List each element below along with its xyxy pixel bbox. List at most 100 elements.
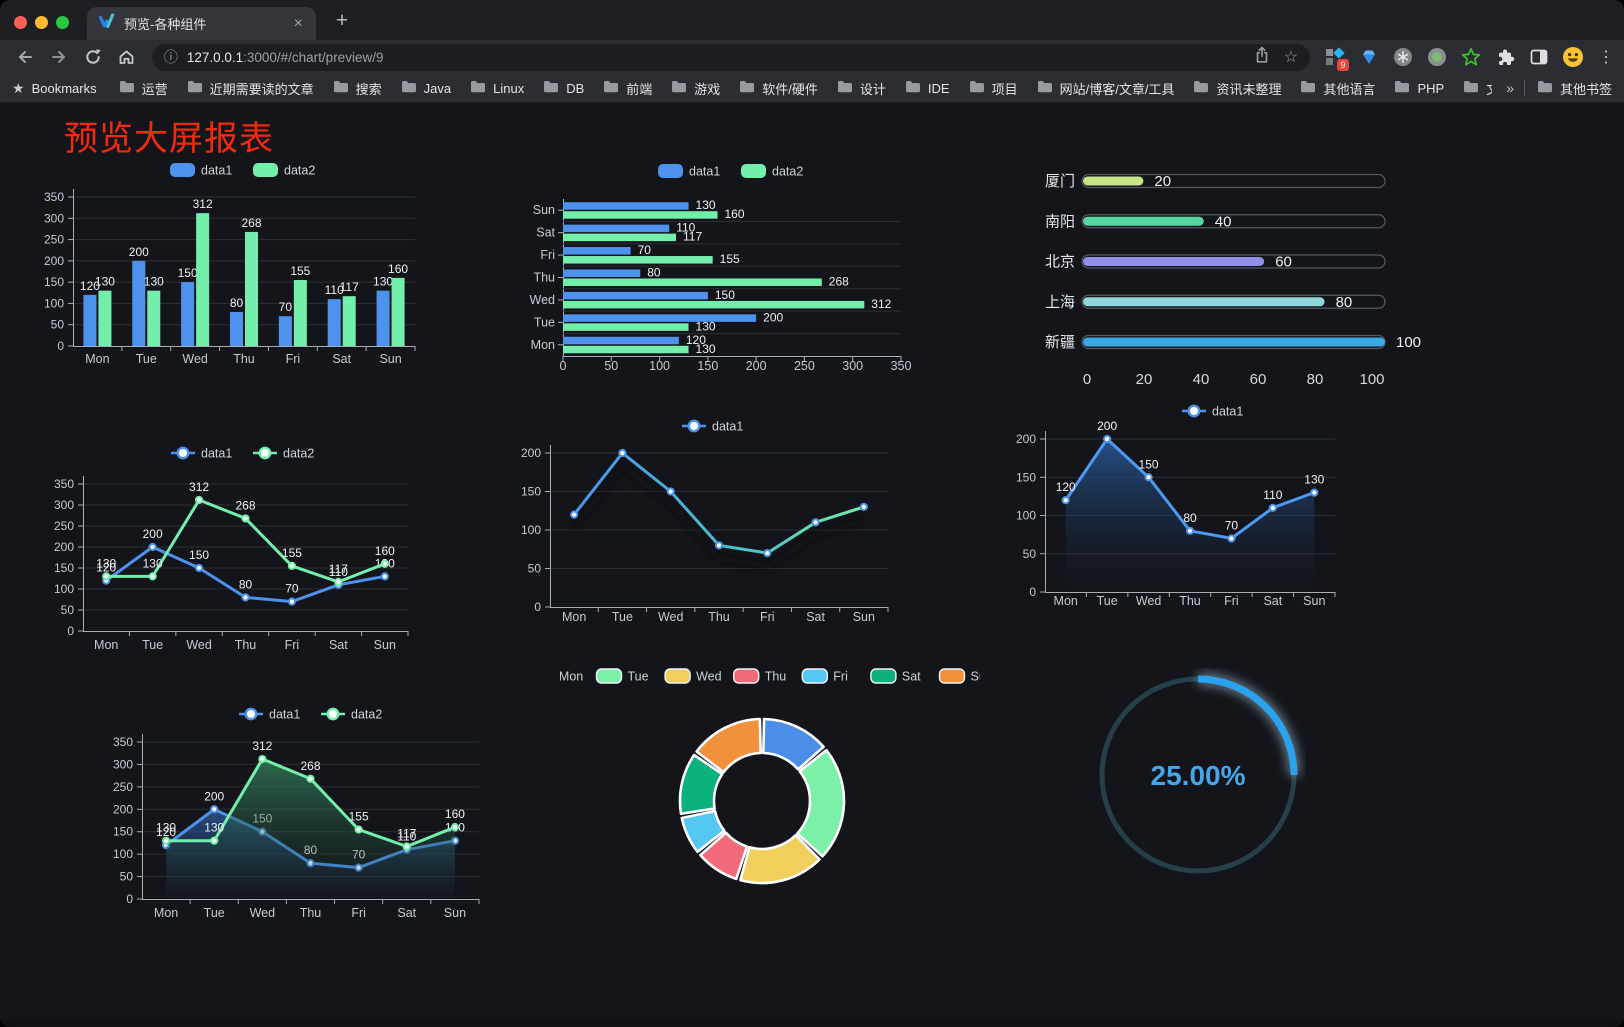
bookmark-folder[interactable]: 资讯未整理 — [1193, 79, 1281, 98]
svg-text:350: 350 — [54, 477, 74, 491]
svg-text:Sat: Sat — [332, 352, 351, 366]
svg-text:120: 120 — [1056, 480, 1076, 494]
svg-text:150: 150 — [521, 485, 541, 499]
bookmark-folder[interactable]: PHP — [1394, 80, 1444, 96]
extension-gem-icon[interactable] — [1358, 46, 1380, 68]
donut-slice-Sun — [695, 717, 762, 774]
svg-text:0: 0 — [57, 339, 64, 353]
svg-text:155: 155 — [349, 809, 369, 823]
tab-close-icon[interactable]: × — [293, 14, 303, 32]
folder-icon — [470, 80, 486, 96]
bookmark-label: 运营 — [141, 81, 168, 97]
svg-text:70: 70 — [285, 582, 299, 596]
extensions-puzzle-icon[interactable] — [1494, 46, 1516, 68]
bookmark-folder[interactable]: 文件服务器 — [1463, 79, 1492, 98]
svg-text:Mon: Mon — [94, 638, 118, 652]
chart-gradient-line: data1 0 50 100 150 200 Mon Tue Wed Thu Fri Sat Sun — [498, 391, 908, 646]
bookmark-folder[interactable]: 搜索 — [333, 79, 382, 98]
svg-text:130: 130 — [95, 275, 115, 289]
svg-text:40: 40 — [1215, 213, 1232, 230]
extension-star-icon[interactable] — [1460, 46, 1482, 68]
grid-diamond-icon — [1333, 47, 1345, 59]
svg-text:70: 70 — [638, 243, 652, 257]
svg-text:160: 160 — [445, 807, 465, 821]
browser-tab[interactable]: 预览-各种组件 × — [87, 7, 316, 40]
profile-smiley-avatar[interactable] — [1562, 46, 1584, 68]
svg-text:Wed: Wed — [1136, 594, 1162, 608]
address-bar[interactable]: ⓘ 127.0.0.1:3000/#/chart/preview/9 ☆ — [151, 43, 1311, 71]
svg-text:268: 268 — [829, 274, 849, 288]
bookmarks-root-folder[interactable]: ★ Bookmarks — [12, 80, 97, 97]
svg-text:data1: data1 — [201, 447, 232, 461]
bookmark-folder[interactable]: 运营 — [119, 79, 168, 98]
bookmark-label: IDE — [927, 80, 950, 96]
svg-text:150: 150 — [113, 825, 133, 839]
svg-text:100: 100 — [113, 847, 133, 861]
bookmark-folder[interactable]: 近期需要读的文章 — [187, 79, 314, 98]
url-host: 127.0.0.1 — [186, 49, 244, 65]
bookmark-folder[interactable]: 游戏 — [671, 79, 720, 98]
bookmark-folder[interactable]: 设计 — [837, 79, 886, 98]
svg-text:新疆: 新疆 — [1045, 334, 1075, 351]
svg-text:Fri: Fri — [833, 670, 848, 684]
svg-text:110: 110 — [1263, 488, 1282, 502]
browser-menu-icon[interactable]: ⋮ — [1598, 49, 1615, 66]
home-button[interactable] — [110, 42, 144, 72]
svg-text:Wed: Wed — [658, 610, 684, 624]
close-window-button[interactable] — [14, 16, 27, 29]
svg-text:130: 130 — [143, 556, 163, 570]
folder-icon — [1300, 80, 1316, 96]
side-panel-icon[interactable] — [1528, 46, 1550, 68]
reload-button[interactable] — [76, 42, 110, 72]
folder-icon — [401, 80, 417, 96]
other-bookmarks-folder[interactable]: 其他书签 — [1537, 79, 1612, 98]
extension-snowflake-icon[interactable] — [1392, 46, 1414, 68]
extensions-area: 9 ⋮ — [1324, 46, 1615, 71]
extension-grid-icon[interactable]: 9 — [1324, 46, 1350, 71]
svg-text:Tue: Tue — [136, 352, 157, 366]
minimize-window-button[interactable] — [35, 16, 48, 29]
site-info-icon[interactable]: ⓘ — [163, 49, 178, 65]
bookmark-folder[interactable]: Java — [401, 80, 451, 96]
svg-text:0: 0 — [1083, 371, 1091, 388]
bookmark-folder[interactable]: IDE — [905, 80, 950, 96]
svg-text:0: 0 — [560, 359, 567, 373]
back-button[interactable] — [8, 42, 42, 72]
svg-text:Sat: Sat — [1263, 594, 1282, 608]
bookmark-label: 前端 — [626, 81, 653, 97]
svg-text:Thu: Thu — [708, 610, 730, 624]
svg-text:300: 300 — [842, 359, 863, 373]
svg-text:80: 80 — [239, 577, 253, 591]
svg-text:200: 200 — [44, 254, 64, 268]
other-bookmarks-label: 其他书签 — [1559, 81, 1612, 97]
bookmark-folder[interactable]: 前端 — [603, 79, 652, 98]
grouped-bar-canvas: data1 data2 0 50 100 150 200 250 300 350 Mon Tue Wed… — [44, 163, 416, 366]
bookmark-star-icon[interactable]: ☆ — [1283, 49, 1299, 66]
chart-weekday-donut: Mon Tue Wed Thu Fri Sat Sun — [527, 661, 993, 911]
bookmark-folder[interactable]: DB — [543, 80, 584, 96]
svg-text:80: 80 — [647, 265, 661, 279]
donut-slice-Fri — [680, 809, 726, 854]
svg-text:70: 70 — [1225, 518, 1239, 532]
svg-text:160: 160 — [725, 207, 745, 221]
bookmark-folder[interactable]: 项目 — [969, 79, 1018, 98]
svg-text:Wed: Wed — [182, 352, 208, 366]
chart-percent-gauge: 25.00% — [1090, 668, 1306, 889]
svg-text:Thu: Thu — [1179, 594, 1201, 608]
extension-record-icon[interactable] — [1426, 46, 1448, 68]
folder-icon — [1394, 80, 1410, 96]
fullscreen-window-button[interactable] — [56, 16, 69, 29]
bookmark-folder[interactable]: 软件/硬件 — [739, 79, 818, 98]
bookmark-folder[interactable]: 网站/博客/文章/工具 — [1037, 79, 1174, 98]
svg-text:Sun: Sun — [374, 638, 396, 652]
bookmark-folder[interactable]: Linux — [470, 80, 524, 96]
share-icon[interactable] — [1254, 46, 1270, 69]
forward-button[interactable] — [42, 42, 76, 72]
bookmarks-overflow-chevron[interactable]: » — [1506, 80, 1514, 96]
svg-text:200: 200 — [54, 540, 74, 554]
bookmark-folder[interactable]: 其他语言 — [1300, 79, 1375, 98]
svg-text:100: 100 — [521, 523, 541, 537]
new-tab-button[interactable]: + — [335, 9, 349, 32]
svg-text:130: 130 — [204, 821, 224, 835]
